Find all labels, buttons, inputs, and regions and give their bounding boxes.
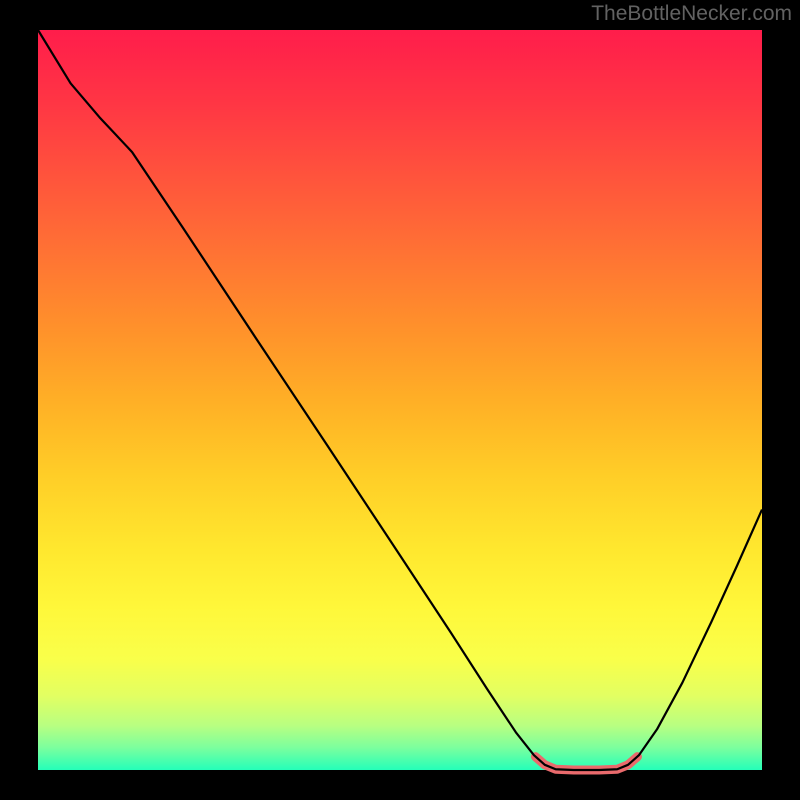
watermark-text: TheBottleNecker.com [591, 2, 792, 26]
bottleneck-chart [0, 0, 800, 800]
chart-container: { "watermark": { "text": "TheBottleNecke… [0, 0, 800, 800]
plot-background [38, 30, 762, 770]
